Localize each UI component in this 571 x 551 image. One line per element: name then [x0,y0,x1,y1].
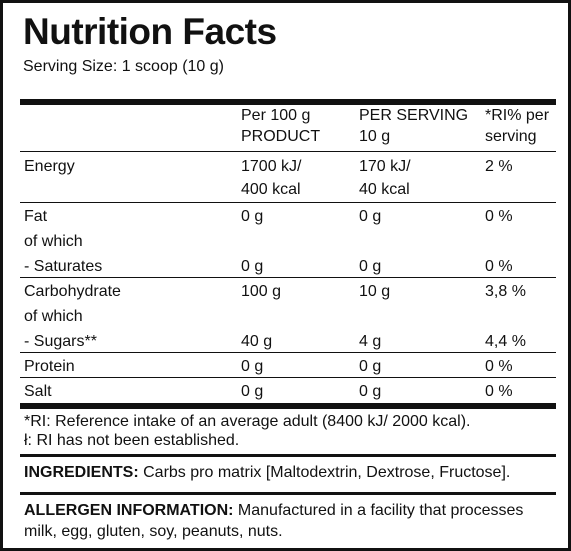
serving-size: Serving Size: 1 scoop (10 g) [23,58,224,75]
ingredients-section: INGREDIENTS: Carbs pro matrix [Maltodext… [24,462,554,483]
fat-per100: 0 g [241,208,264,225]
label-title: Nutrition Facts [23,11,277,52]
sugars-serving: 4 g [359,333,382,350]
salt-ri: 0 % [485,383,513,400]
energy-per100-kj: 1700 kJ/ [241,158,302,175]
carbohydrate-label: Carbohydrate [24,283,121,300]
sugars-ri: 4,4 % [485,333,526,350]
fat-serving: 0 g [359,208,382,225]
header-serving-line1: PER SERVING [359,107,469,124]
carb-of-which: of which [24,308,83,325]
salt-serving: 0 g [359,383,382,400]
energy-ri: 2 % [485,158,513,175]
saturates-ri: 0 % [485,258,513,275]
section-divider [20,454,556,457]
saturates-per100: 0 g [241,258,264,275]
row-divider [20,377,556,378]
row-divider [20,151,556,152]
header-ri-line2: serving [485,128,537,145]
header-serving-line2: 10 g [359,128,391,145]
ingredients-heading: INGREDIENTS: [24,464,139,481]
row-divider [20,277,556,278]
allergen-heading: ALLERGEN INFORMATION: [24,502,234,519]
carbohydrate-per100: 100 g [241,283,282,300]
fat-of-which: of which [24,233,83,250]
protein-per100: 0 g [241,358,264,375]
allergen-section: ALLERGEN INFORMATION: Manufactured in a … [24,500,554,542]
protein-label: Protein [24,358,75,375]
energy-serving-kj: 170 kJ/ [359,158,411,175]
row-divider [20,202,556,203]
saturates-label: - Saturates [24,258,103,275]
section-divider [20,492,556,495]
sugars-per100: 40 g [241,333,273,350]
thick-divider [20,403,556,409]
energy-label: Energy [24,158,75,175]
carbohydrate-ri: 3,8 % [485,283,526,300]
footnote-not-established: ł: RI has not been established. [24,432,240,449]
ingredients-text: Carbs pro matrix [Maltodextrin, Dextrose… [138,464,511,481]
header-ri-line1: *RI% per [485,107,550,124]
header-per100-line2: PRODUCT [241,128,321,145]
thick-divider [20,99,556,105]
protein-serving: 0 g [359,358,382,375]
salt-per100: 0 g [241,383,264,400]
salt-label: Salt [24,383,52,400]
fat-label: Fat [24,208,48,225]
sugars-label: - Sugars** [24,333,97,350]
allergen-text: Manufactured in a facility that processe… [24,502,524,540]
fat-ri: 0 % [485,208,513,225]
saturates-serving: 0 g [359,258,382,275]
row-divider [20,352,556,353]
footnote-ri: *RI: Reference intake of an average adul… [24,413,471,430]
header-per100-line1: Per 100 g [241,107,311,124]
energy-serving-kcal: 40 kcal [359,181,410,198]
carbohydrate-serving: 10 g [359,283,391,300]
energy-per100-kcal: 400 kcal [241,181,301,198]
protein-ri: 0 % [485,358,513,375]
